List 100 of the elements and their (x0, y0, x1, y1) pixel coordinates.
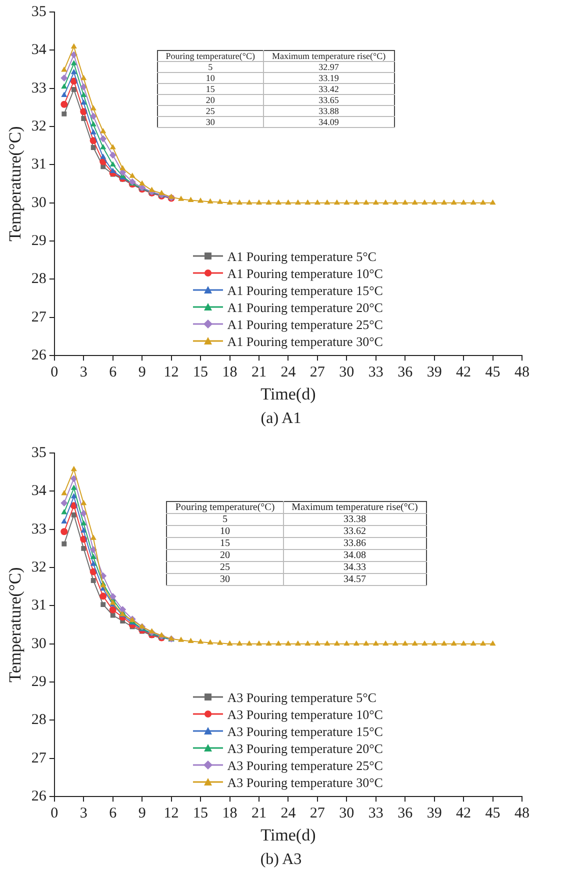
x-tick-label: 45 (485, 364, 500, 381)
x-tick-label: 42 (456, 364, 472, 381)
y-axis-title: Temperature(°C) (6, 126, 25, 242)
y-tick-label: 32 (31, 118, 46, 134)
legend-label: A3 Pouring temperature 30°C (227, 774, 383, 791)
annotation: 25 (157, 106, 264, 117)
x-axis-title: Time(d) (260, 825, 316, 844)
x-tick-label: 27 (310, 364, 326, 381)
x-tick-label: 36 (398, 364, 414, 381)
x-tick-label: 27 (310, 806, 326, 822)
x-tick-label: 33 (368, 806, 384, 822)
annotation: 33.19 (264, 72, 394, 84)
annotation: 20 (157, 94, 264, 106)
legend-label: A3 Pouring temperature 10°C (227, 706, 383, 723)
y-tick-label: 29 (31, 233, 46, 250)
x-tick-label: 48 (514, 806, 530, 822)
annotation: Pouring temperature(°C) (157, 50, 264, 62)
annotation: 20 (166, 549, 284, 562)
y-tick-label: 34 (31, 42, 47, 58)
y-tick-label: 30 (31, 194, 46, 211)
x-tick-label: 33 (368, 364, 384, 381)
annotation: 33.42 (264, 84, 394, 95)
y-tick-label: 33 (31, 80, 46, 96)
annotation: Pouring temperature(°C) (166, 501, 284, 514)
x-tick-label: 15 (193, 364, 208, 381)
x-tick-label: 39 (426, 364, 442, 381)
annotation: 34.33 (283, 561, 426, 574)
x-tick-label: 42 (456, 806, 472, 822)
legend-label: A3 Pouring temperature 20°C (227, 740, 383, 757)
y-tick-label: 35 (31, 4, 46, 20)
y-tick-label: 28 (31, 712, 46, 728)
y-tick-label: 26 (31, 348, 47, 364)
annotation: Maximum temperature rise(°C) (264, 50, 394, 62)
annotation: 10 (166, 525, 284, 538)
annotation: 32.97 (264, 62, 394, 73)
legend-label: A3 Pouring temperature 5°C (227, 688, 376, 706)
x-tick-label: 12 (164, 364, 179, 381)
x-tick-label: 9 (138, 364, 146, 381)
legend-label: A1 Pouring temperature 10°C (227, 264, 383, 282)
y-tick-label: 27 (31, 309, 47, 326)
x-tick-label: 12 (164, 806, 179, 822)
annotation: 10 (157, 72, 264, 84)
legend-label: A3 Pouring temperature 15°C (227, 722, 383, 740)
y-tick-label: 29 (31, 674, 46, 690)
text: (a) A1 (260, 410, 302, 428)
annotation: 33.65 (264, 94, 394, 106)
annotation: 15 (166, 537, 284, 550)
x-tick-label: 30 (339, 806, 354, 822)
annotation: 5 (157, 62, 264, 73)
y-axis-title: Temperature(°C) (6, 567, 25, 682)
annotation: 25 (166, 561, 284, 574)
x-tick-label: 18 (222, 364, 238, 381)
x-axis-title: Time(d) (260, 384, 316, 404)
legend-label: A1 Pouring temperature 25°C (227, 316, 383, 333)
y-tick-label: 27 (31, 750, 47, 766)
y-tick-label: 30 (31, 636, 46, 652)
legend-label: A3 Pouring temperature 25°C (227, 756, 383, 774)
annotation: Maximum temperature rise(°C) (283, 501, 426, 514)
x-tick-label: 3 (80, 364, 88, 381)
x-tick-label: 6 (109, 364, 118, 381)
x-tick-label: 21 (251, 806, 266, 822)
y-tick-label: 31 (31, 156, 46, 173)
x-tick-label: 0 (50, 806, 58, 822)
y-tick-label: 35 (31, 444, 46, 461)
x-tick-label: 39 (426, 806, 442, 822)
annotation: 34.09 (264, 116, 394, 128)
x-tick-label: 0 (50, 364, 58, 381)
x-tick-label: 30 (339, 364, 354, 381)
annotation: 30 (166, 573, 284, 586)
annotation: 30 (157, 116, 264, 128)
x-tick-label: 48 (514, 364, 530, 381)
x-tick-label: 6 (109, 806, 118, 822)
x-tick-label: 3 (80, 806, 88, 822)
x-tick-label: 24 (280, 364, 296, 381)
y-tick-label: 26 (31, 788, 47, 805)
text: (b) A3 (259, 851, 303, 869)
annotation: 33.38 (283, 513, 426, 526)
x-tick-label: 36 (398, 806, 414, 822)
annotation: 34.57 (283, 573, 426, 586)
annotation: 33.88 (264, 106, 394, 117)
x-tick-label: 21 (251, 364, 266, 381)
x-tick-label: 18 (222, 806, 238, 822)
annotation: 5 (166, 513, 284, 526)
annotation: 33.62 (283, 525, 426, 538)
y-tick-label: 33 (31, 521, 46, 538)
annotation: 33.86 (283, 537, 426, 550)
x-tick-label: 24 (280, 806, 296, 822)
legend-label: A1 Pouring temperature 15°C (227, 282, 383, 299)
legend-label: A1 Pouring temperature 20°C (227, 298, 383, 316)
y-tick-label: 34 (31, 483, 47, 500)
annotation: 15 (157, 84, 264, 95)
x-tick-label: 9 (138, 806, 146, 822)
legend-label: A1 Pouring temperature 30°C (227, 332, 383, 350)
annotation: 34.08 (283, 549, 426, 562)
y-tick-label: 28 (31, 271, 46, 288)
legend-label: A1 Pouring temperature 5°C (227, 248, 376, 265)
y-tick-label: 31 (31, 598, 46, 614)
x-tick-label: 15 (193, 806, 208, 822)
x-tick-label: 45 (485, 806, 500, 822)
y-tick-label: 32 (31, 559, 46, 576)
